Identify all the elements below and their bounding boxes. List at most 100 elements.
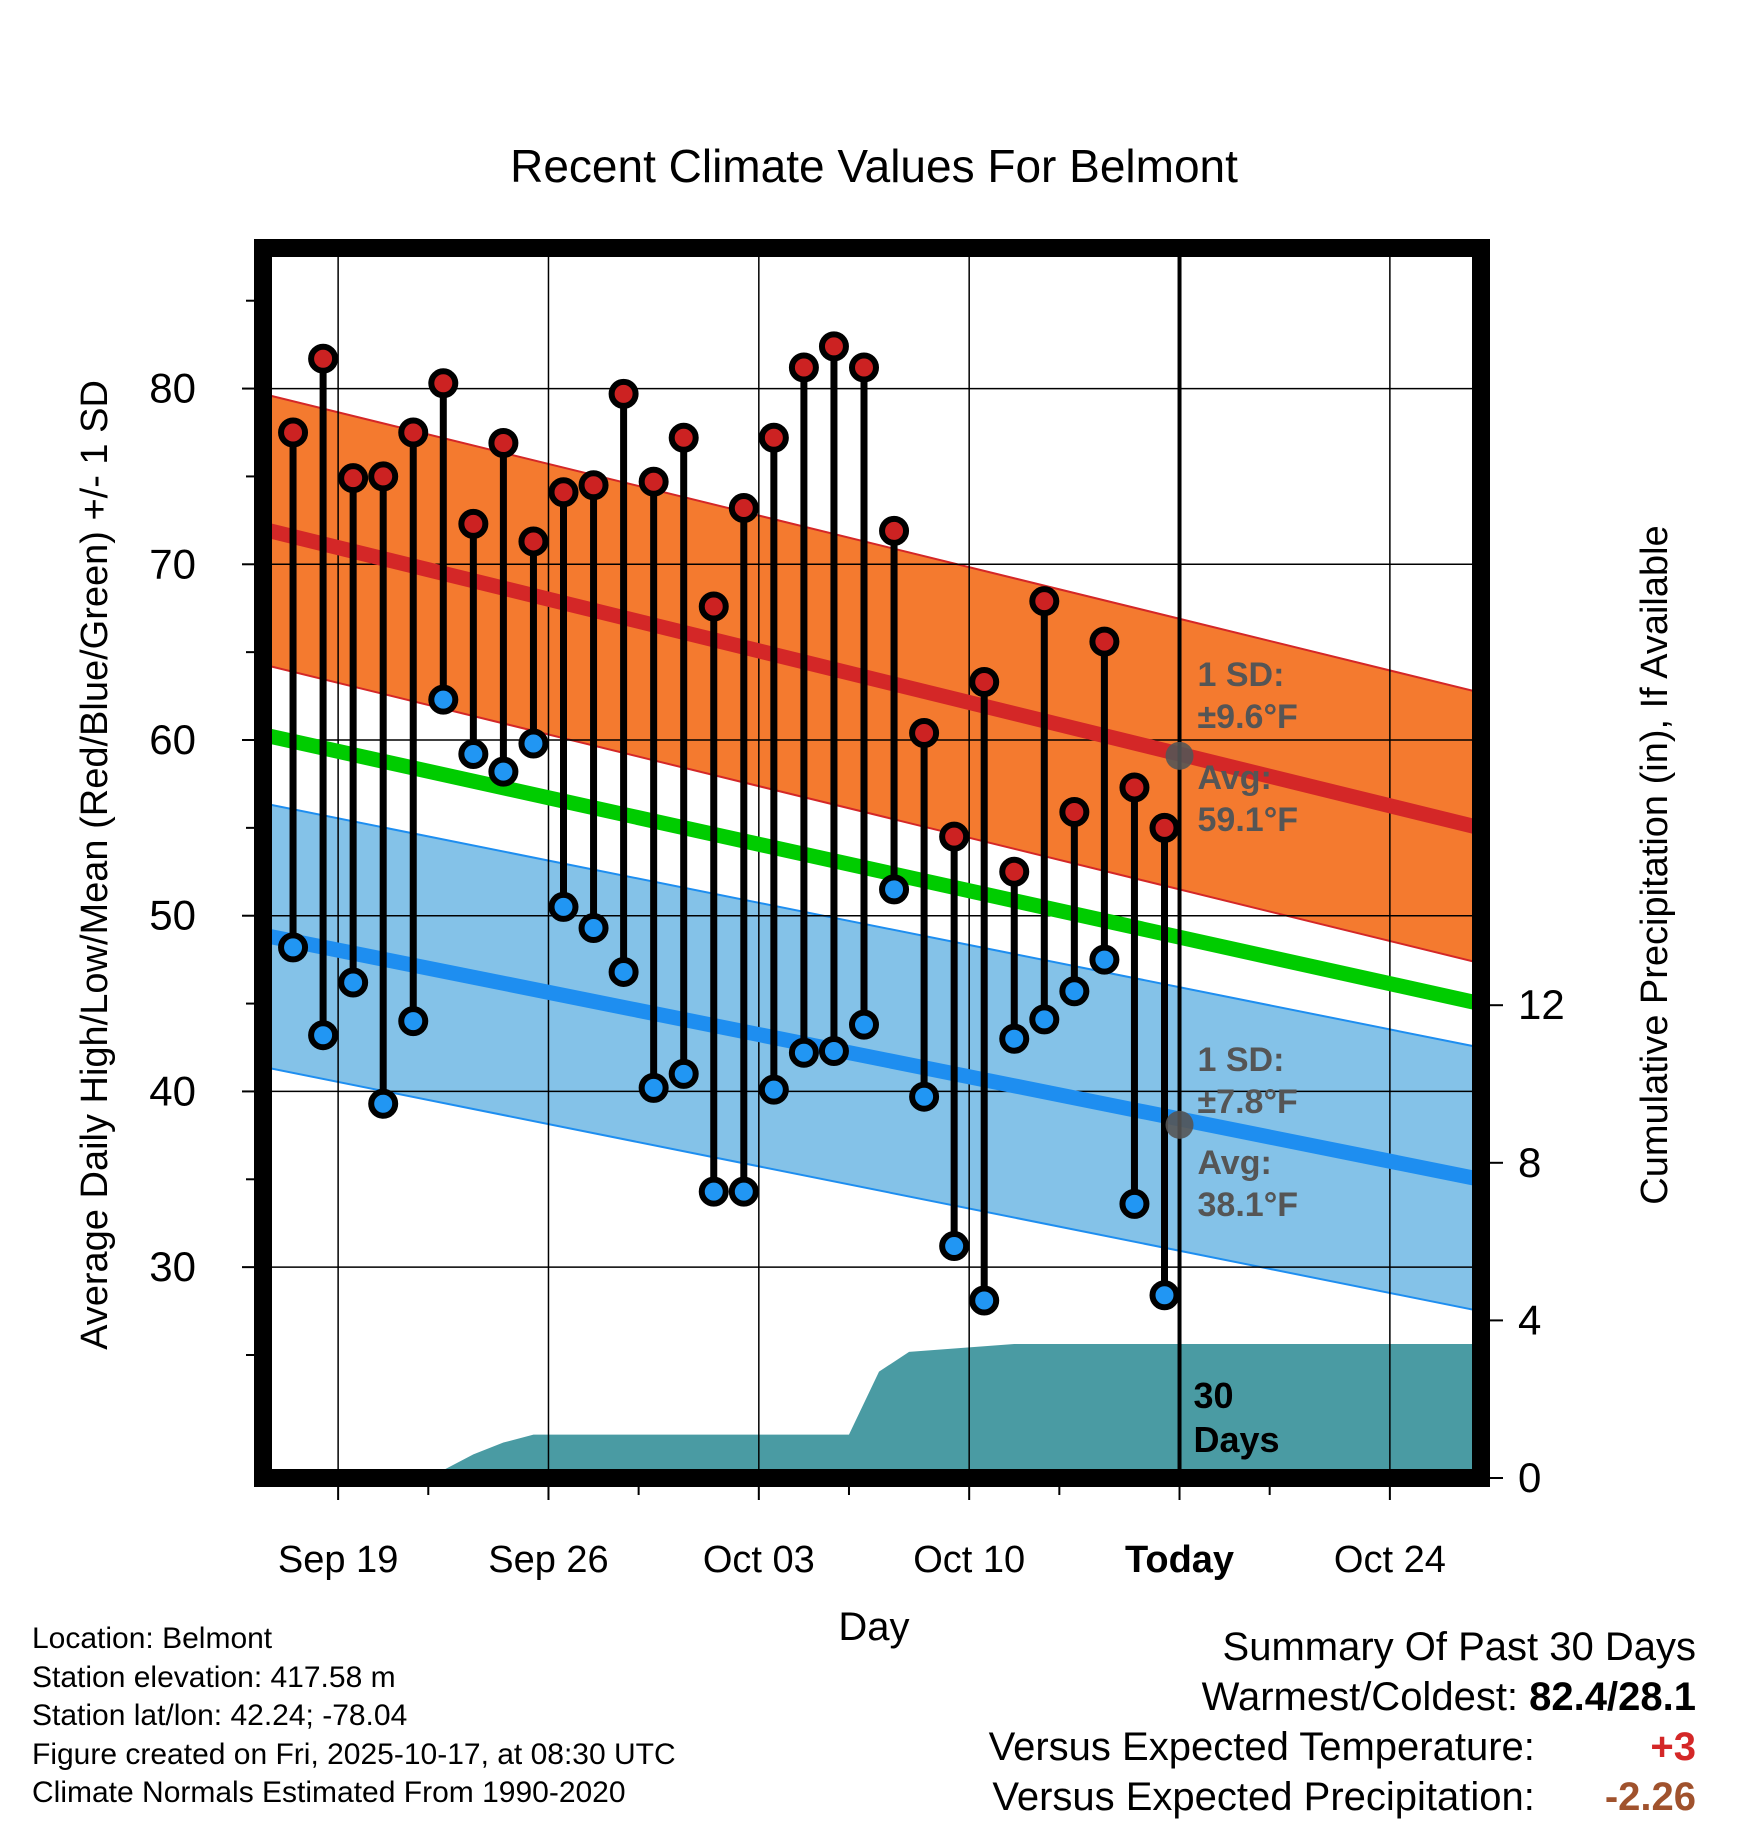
low-annotation-avg-value: 38.1°F <box>1198 1186 1299 1224</box>
station-info: Location: Belmont Station elevation: 417… <box>32 1620 676 1813</box>
daily-low-point <box>818 1036 849 1067</box>
daily-high-point <box>818 331 849 362</box>
precip-label: Versus Expected Precipitation: <box>992 1775 1535 1819</box>
daily-low-point <box>758 1074 789 1105</box>
daily-high-point <box>849 352 879 383</box>
high-annotation-sd-label: 1 SD: <box>1198 656 1285 694</box>
precip-area <box>263 1344 1481 1478</box>
low-annotation-sd-value: ±7.8°F <box>1198 1083 1298 1121</box>
daily-low-point <box>578 913 609 944</box>
summary-temp-row: Versus Expected Temperature: +3 <box>989 1722 1696 1772</box>
daily-high-point <box>1029 586 1060 617</box>
daily-high-point <box>939 821 970 852</box>
today-days-number: 30 <box>1194 1375 1234 1416</box>
high-annotation-sd-value: ±9.6°F <box>1198 698 1298 736</box>
normal-low-line <box>263 927 1481 1187</box>
x-tick-label: Sep 26 <box>488 1539 608 1581</box>
normal-mean-line <box>263 727 1481 1011</box>
info-created: Figure created on Fri, 2025-10-17, at 08… <box>32 1737 676 1771</box>
daily-low-point <box>788 1037 819 1068</box>
daily-low-point <box>548 891 579 922</box>
today-days-label: Days <box>1194 1419 1280 1460</box>
info-location: Location: Belmont <box>32 1622 273 1655</box>
daily-low-point <box>1119 1188 1150 1219</box>
plot-area: 1 SD: ±9.6°F Avg: 59.1°F 1 SD: ±7.8°F Avg: 38.1… <box>263 248 1481 1478</box>
y2-axis-label: Cumulative Precipitation (in), If Availa… <box>1634 525 1676 1204</box>
daily-low-point <box>638 1072 669 1103</box>
precip-value: -2.26 <box>1604 1775 1696 1819</box>
daily-low-point <box>398 1006 429 1037</box>
x-tick-label: Oct 24 <box>1334 1539 1446 1581</box>
daily-low-point <box>488 756 519 787</box>
y2-tick-label: 12 <box>1518 981 1565 1028</box>
plot-content <box>263 248 1481 1478</box>
daily-high-point <box>488 428 519 459</box>
low-annotation-avg-label: Avg: <box>1198 1144 1272 1182</box>
y-tick-label: 60 <box>149 716 196 763</box>
summary-title: Summary Of Past 30 Days <box>1222 1625 1696 1669</box>
y-tick-label: 30 <box>149 1243 196 1290</box>
daily-high-point <box>758 422 789 453</box>
info-elevation: Station elevation: 417.58 m <box>32 1660 396 1694</box>
daily-low-point <box>1149 1280 1180 1311</box>
daily-high-point <box>879 515 910 546</box>
daily-high-point <box>518 526 549 557</box>
info-latlon: Station lat/lon: 42.24; -78.04 <box>32 1699 408 1732</box>
info-normals: Climate Normals Estimated From 1990-2020 <box>32 1776 626 1809</box>
daily-low-point <box>939 1231 970 1262</box>
y-tick-label: 80 <box>149 365 196 412</box>
daily-low-point <box>1089 944 1120 975</box>
chart-title: Recent Climate Values For Belmont <box>510 140 1238 192</box>
y-tick-label: 50 <box>149 892 196 939</box>
daily-low-point <box>728 1176 759 1207</box>
daily-low-point <box>668 1058 699 1089</box>
y-axis-label: Average Daily High/Low/Mean (Red/Blue/Gr… <box>74 380 116 1350</box>
x-axis-label: Day <box>838 1605 909 1649</box>
daily-high-point <box>698 591 729 622</box>
daily-low-point <box>909 1081 940 1112</box>
summary-warmest-row: Warmest/Coldest: 82.4/28.1 <box>989 1672 1696 1722</box>
daily-high-point <box>728 493 759 524</box>
daily-high-point <box>368 461 399 492</box>
low-annotation-sd-label: 1 SD: <box>1198 1041 1285 1079</box>
avg-high-marker <box>1165 741 1194 770</box>
summary-precip-row: Versus Expected Precipitation: -2.26 <box>989 1772 1696 1822</box>
daily-low-point <box>1059 976 1090 1007</box>
daily-high-point <box>1119 772 1150 803</box>
daily-high-point <box>1059 797 1090 828</box>
warmest-label: Warmest/Coldest: <box>1201 1675 1519 1719</box>
x-tick-label: Sep 19 <box>278 1539 398 1581</box>
daily-high-point <box>398 417 429 448</box>
daily-high-point <box>578 470 609 501</box>
y-tick-label: 40 <box>149 1067 196 1114</box>
daily-low-point <box>1029 1004 1060 1035</box>
daily-high-point <box>969 667 1000 698</box>
daily-low-point <box>428 684 459 715</box>
normal-high-line <box>263 521 1481 836</box>
high-annotation-avg-value: 59.1°F <box>1198 801 1299 839</box>
daily-low-point <box>608 956 639 987</box>
daily-low-point <box>698 1176 729 1207</box>
y2-tick-label: 0 <box>1518 1454 1541 1501</box>
avg-low-marker <box>1165 1110 1194 1139</box>
temp-value: +3 <box>1650 1725 1696 1769</box>
x-tick-label: Oct 03 <box>703 1539 815 1581</box>
summary-panel: Summary Of Past 30 Days Warmest/Coldest:… <box>989 1622 1696 1822</box>
daily-low-point <box>999 1023 1030 1054</box>
high-annotation-avg-label: Avg: <box>1198 759 1272 797</box>
x-tick-label: Today <box>1125 1539 1234 1581</box>
daily-high-point <box>1149 812 1180 843</box>
daily-low-point <box>308 1020 339 1051</box>
warmest-value: 82.4/28.1 <box>1529 1675 1696 1719</box>
daily-high-point <box>909 717 940 748</box>
daily-high-point <box>638 466 669 497</box>
x-tick-label: Oct 10 <box>913 1539 1025 1581</box>
daily-low-point <box>368 1088 399 1119</box>
daily-high-point <box>458 508 489 539</box>
daily-high-point <box>428 368 459 399</box>
daily-high-point <box>668 422 699 453</box>
daily-high-point <box>308 343 339 374</box>
plot-frame <box>254 239 1490 1487</box>
daily-high-point <box>278 417 309 448</box>
daily-low-point <box>338 967 369 998</box>
